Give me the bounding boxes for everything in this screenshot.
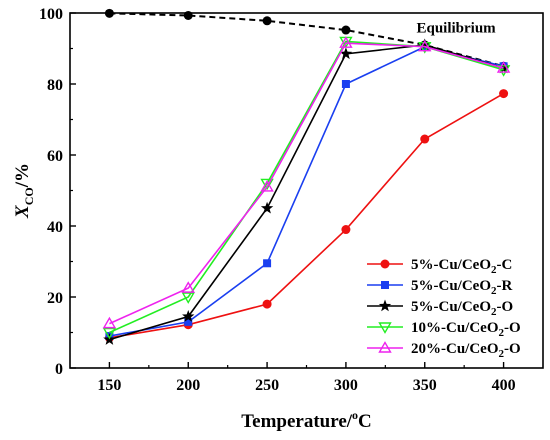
ticks: 150 200 250 300 350 400 0 20 40 60 80 100	[39, 6, 516, 394]
series-5	[102, 36, 511, 329]
data-point	[263, 259, 272, 268]
series-2	[105, 42, 508, 341]
equilibrium-label: Equilibrium	[416, 21, 496, 37]
data-point	[339, 47, 353, 60]
data-point	[260, 178, 274, 191]
data-point	[341, 80, 350, 88]
x-tick-label: 200	[176, 377, 200, 394]
legend-label: 5%-Cu/CeO2-C	[411, 257, 512, 276]
y-tick-label: 60	[47, 148, 63, 165]
y-axis-label-unit: /%	[12, 163, 33, 188]
y-tick-label: 0	[55, 361, 63, 378]
legend-marker	[378, 341, 392, 353]
x-axis-label-unit: C	[358, 411, 372, 432]
y-axis-label: XCO/%	[12, 163, 36, 219]
x-axis-label-main: Temperature/	[241, 411, 353, 432]
legend-entry: 10%-Cu/CeO2-O	[367, 320, 521, 339]
legend-label: 5%-Cu/CeO2-R	[411, 278, 512, 297]
data-point	[339, 36, 353, 48]
legend-marker	[380, 259, 390, 269]
legend-label: 10%-Cu/CeO2-O	[411, 320, 521, 339]
data-point	[260, 201, 274, 214]
data-point	[418, 39, 432, 52]
data-point	[262, 299, 272, 309]
legend-marker	[381, 281, 389, 289]
legend: 5%-Cu/CeO2-C 5%-Cu/CeO2-R 5%-Cu/CeO2-O 10%-…	[367, 257, 521, 360]
legend-label: 5%-Cu/CeO2-O	[411, 299, 513, 318]
y-tick-label: 100	[39, 6, 63, 23]
x-tick-label: 150	[97, 377, 121, 394]
equilibrium-point	[183, 10, 193, 20]
data-point	[499, 89, 509, 99]
legend-marker	[378, 299, 392, 312]
data-point	[184, 317, 193, 326]
equilibrium-point	[104, 8, 114, 18]
series-line	[109, 92, 504, 339]
data-point	[418, 38, 431, 51]
x-tick-label: 300	[334, 377, 358, 394]
legend-marker	[378, 322, 392, 334]
data-point	[102, 316, 117, 329]
y-tick-label: 80	[47, 77, 63, 94]
y-tick-label: 20	[47, 290, 63, 307]
x-axis-label-sup: o	[352, 408, 358, 422]
legend-entry: 5%-Cu/CeO2-R	[367, 278, 512, 297]
series-line	[109, 42, 504, 325]
x-tick-label: 250	[255, 377, 279, 394]
data-point	[102, 327, 117, 340]
legend-entry: 20%-Cu/CeO2-O	[367, 341, 521, 360]
data-point	[496, 61, 511, 73]
x-tick-label: 350	[413, 377, 437, 394]
equilibrium-curve	[104, 8, 509, 71]
data-point	[496, 65, 511, 77]
y-axis-label-main: X	[12, 204, 33, 219]
series-group	[102, 36, 511, 345]
legend-label: 20%-Cu/CeO2-O	[411, 341, 521, 360]
y-axis-label-sub: CO	[22, 187, 36, 205]
y-tick-label: 40	[47, 219, 63, 236]
series-line	[109, 44, 504, 341]
equilibrium-point	[262, 16, 272, 26]
data-point	[341, 225, 351, 235]
x-tick-label: 400	[492, 377, 516, 394]
legend-entry: 5%-Cu/CeO2-O	[367, 299, 513, 318]
data-point	[181, 281, 195, 293]
data-point	[182, 310, 195, 322]
data-point	[181, 292, 195, 304]
equilibrium-point	[341, 25, 351, 35]
x-axis-label: Temperature/oC	[241, 408, 372, 432]
data-point	[420, 134, 430, 144]
data-point	[260, 180, 274, 192]
legend-entry: 5%-Cu/CeO2-C	[367, 257, 512, 276]
